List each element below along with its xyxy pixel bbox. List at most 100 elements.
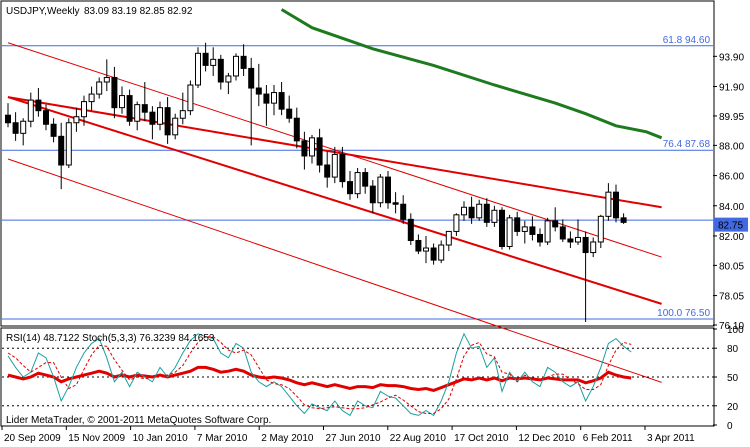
candle [559,219,566,242]
candle [309,134,315,164]
candle-body [88,93,95,103]
candle-body [468,206,475,219]
candle [354,168,361,199]
candle-body [149,111,156,125]
price-tick-label: 86.00 [719,172,744,183]
candle [499,207,505,250]
candle [35,88,42,117]
candle-body [476,203,483,219]
candle-body [111,76,118,109]
candle-body [407,218,414,241]
price-tick-label: 82.00 [719,232,744,243]
candle-body [248,67,255,89]
candle-body [499,209,505,248]
candle-body [210,58,217,66]
candle-body [415,239,422,252]
candle [324,151,331,188]
candle-body [27,99,34,122]
candle-body [597,215,604,243]
candle-body [134,104,141,122]
candle-body [377,176,384,204]
candle-body [514,217,521,232]
candle [529,216,536,241]
candle-body [445,230,452,246]
moving-average-line [280,8,663,140]
time-axis: 20 Sep 2009 15 Nov 2009 10 Jan 2010 7 Mar 2… [1,426,695,444]
candle [613,184,619,223]
candle [5,103,11,128]
candle-body [35,99,42,112]
candle [423,235,429,264]
regression-channel [7,42,662,383]
candle [157,101,163,131]
time-tick-label: 3 Apr 2011 [647,433,695,444]
candle [461,201,467,221]
candle [134,101,141,131]
current-price-label: 82.75 [718,221,743,232]
candle [149,106,156,140]
oscillator-axis: 100 80 50 20 0 [713,325,744,432]
time-tick-label: 2 May 2010 [261,433,314,444]
price-tick-label: 93.90 [719,52,744,63]
candle-body [506,217,513,248]
fib-level-label: 100.0 76.50 [657,308,710,319]
candle [438,240,445,264]
price-tick-label: 88.00 [719,141,744,152]
time-tick-label: 17 Oct 2010 [454,433,509,444]
candle-body [537,233,543,243]
ohlc-readout: 83.09 83.19 82.85 82.92 [84,6,193,17]
candle [217,54,224,90]
candle [445,230,452,252]
candle-body [103,76,110,83]
candle [544,217,551,246]
candle [453,213,460,236]
candle [73,107,80,132]
price-tick-label: 84.00 [719,202,744,213]
candle-body [73,116,80,124]
oscillator-tick-label: 20 [727,402,739,413]
candle [301,131,308,170]
candle-body [141,104,148,113]
candle-body [187,84,194,112]
candle-body [438,244,445,261]
candle [271,85,277,116]
candle [468,196,475,224]
current-price-tag [714,217,748,232]
candle [506,214,513,250]
oscillator-series-line [7,336,632,414]
candle-body [164,107,171,136]
candle [58,122,65,190]
candle [597,214,604,249]
candle [111,66,118,119]
candle [377,174,384,208]
candle [27,92,34,128]
candle-body [339,153,346,183]
candle [141,81,148,122]
candle-body [233,55,239,77]
candle [119,86,125,114]
candle-body [301,140,308,157]
candle-body [392,202,399,205]
channel-line [7,158,662,383]
candle-body [385,176,391,204]
candle-body [567,238,574,243]
time-tick-label: 27 Jun 2010 [326,433,381,444]
candle [552,207,559,232]
oscillator-series-line [7,365,632,392]
price-tick-label: 89.95 [719,112,744,123]
candle [240,44,247,76]
candle-body [5,114,11,124]
candle [582,231,589,322]
candle [126,89,133,126]
oscillator-title: RSI(14) 48.7122 Stoch(5,3,3) 76.3239 84.… [6,333,215,344]
oscillator-tick-label: 100 [727,325,744,336]
price-panel-frame [0,0,715,327]
candle [575,219,581,246]
oscillator-tick-label: 80 [727,344,739,355]
candle [195,47,201,89]
candle-body [582,236,589,254]
candle [392,192,399,214]
oscillator-tick-label: 0 [727,421,733,432]
candle-body [195,52,201,86]
